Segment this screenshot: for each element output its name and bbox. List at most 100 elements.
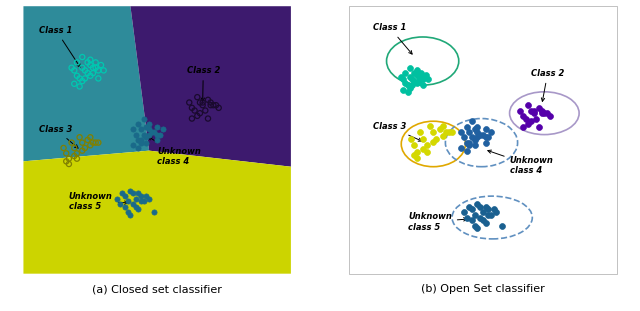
Point [420,72,431,77]
Point [409,152,419,157]
Point [534,124,544,129]
Point [467,207,477,212]
Point [198,100,208,105]
Point [69,68,79,73]
Point [545,114,555,118]
Point [61,151,71,156]
Point [459,135,469,140]
Text: Class 3: Class 3 [40,125,78,148]
Point [149,210,159,215]
Point [64,161,74,166]
Text: Unknown
class 4: Unknown class 4 [488,150,554,175]
Point [461,215,472,220]
Point [136,137,147,142]
Point [85,135,95,140]
Point [93,68,104,73]
Text: (a) Closed set classifier: (a) Closed set classifier [92,284,222,295]
Point [459,210,469,215]
Point [152,137,163,142]
Point [467,119,477,124]
Point [396,74,406,79]
Point [72,73,82,78]
Point [431,137,442,142]
Point [398,87,408,92]
Point [200,108,211,113]
Point [131,132,141,137]
Point [412,149,422,154]
Point [475,215,485,220]
Point [203,97,213,102]
Point [144,121,154,126]
Point [187,116,197,121]
Point [88,71,98,76]
Point [465,143,475,148]
Point [483,135,493,140]
Point [470,223,480,228]
Point [192,95,202,100]
Point [77,65,88,70]
Point [472,124,483,129]
Point [88,65,98,70]
Point [195,100,205,105]
Point [404,85,415,90]
Point [77,148,88,153]
Point [444,130,454,135]
Point [93,76,104,81]
Point [141,124,152,129]
Point [203,116,213,121]
Text: Class 1: Class 1 [373,23,412,54]
Point [518,114,528,118]
Text: Unknown
class 5: Unknown class 5 [408,212,467,232]
Text: (b) Open Set classifier: (b) Open Set classifier [421,284,545,295]
Point [125,212,136,217]
Point [120,204,130,209]
Point [136,199,147,204]
Point [423,77,433,81]
Text: Class 2: Class 2 [187,66,220,101]
Point [400,70,410,75]
Point [141,194,152,199]
Point [77,79,88,84]
Point [149,129,159,134]
Point [74,135,84,140]
Point [125,188,136,193]
Point [83,137,93,142]
Point [481,135,491,140]
Point [409,70,419,75]
Point [416,70,426,75]
Point [133,207,143,212]
Point [80,146,90,151]
Point [404,66,415,71]
Point [141,135,152,140]
Point [518,124,528,129]
Point [461,148,472,153]
Point [529,111,539,116]
Point [74,76,84,81]
Point [85,57,95,62]
Point [412,68,422,73]
Point [461,140,472,145]
Point [481,220,491,225]
Point [133,121,143,126]
Polygon shape [24,6,149,161]
Point [435,127,445,132]
Point [470,127,480,132]
Point [475,204,485,209]
Point [133,137,143,142]
Point [83,71,93,76]
Point [88,140,98,145]
Text: Class 2: Class 2 [531,69,564,101]
Point [72,151,82,156]
Point [438,133,448,138]
Point [470,137,480,142]
Point [77,140,88,145]
Point [90,65,100,70]
Point [74,84,84,89]
Point [120,194,130,199]
Point [400,81,410,86]
Point [90,140,100,145]
Point [93,140,104,145]
Point [144,196,154,201]
Point [123,199,133,204]
Point [523,121,533,126]
